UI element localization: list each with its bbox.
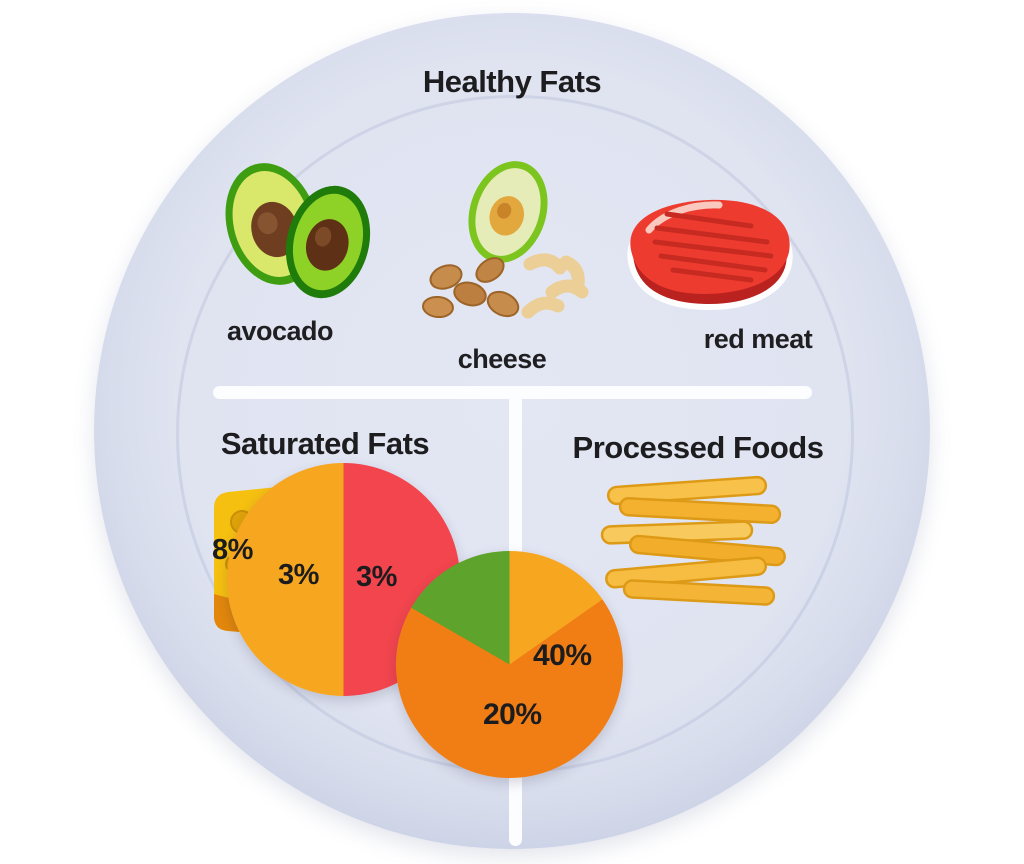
processed-pie-percent-label-top: 40% <box>533 639 592 672</box>
avocado-and-nuts-icon <box>408 152 603 337</box>
french-fries-icon <box>590 472 800 624</box>
food-label-avocado: avocado <box>226 316 334 346</box>
cheese-wedge-percent-label: 8% <box>212 534 253 566</box>
section-title-processed-foods: Processed Foods <box>572 430 824 465</box>
saturated-pie-percent-label-right: 3% <box>356 561 397 593</box>
section-title-saturated-fats: Saturated Fats <box>220 426 430 461</box>
processed-pie-percent-label-bottom: 20% <box>483 698 542 731</box>
saturated-pie-percent-label-left: 3% <box>278 559 319 591</box>
processed-foods-pie-chart <box>396 551 623 778</box>
plate-divider-horizontal <box>213 386 812 399</box>
red-meat-steak-icon <box>615 180 805 320</box>
section-title-healthy-fats: Healthy Fats <box>422 64 602 99</box>
avocado-halves-icon <box>210 142 390 314</box>
food-label-red-meat: red meat <box>703 324 813 354</box>
food-label-cheese: cheese <box>457 344 547 374</box>
